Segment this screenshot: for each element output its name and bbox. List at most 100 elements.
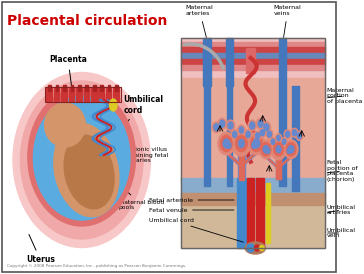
Ellipse shape: [284, 140, 298, 159]
Bar: [181, 38, 325, 78]
Ellipse shape: [271, 139, 286, 160]
Ellipse shape: [248, 120, 256, 131]
Ellipse shape: [236, 135, 247, 152]
Circle shape: [260, 246, 264, 250]
Text: Chorionic villus
containing fetal
capillaries: Chorionic villus containing fetal capill…: [107, 107, 168, 163]
Ellipse shape: [265, 147, 271, 155]
Ellipse shape: [233, 131, 237, 138]
Ellipse shape: [288, 145, 294, 153]
Bar: [113, 87, 119, 101]
Bar: [237, 178, 246, 248]
Text: Uterus: Uterus: [26, 235, 55, 264]
Ellipse shape: [13, 73, 150, 247]
Bar: [181, 47, 325, 53]
Ellipse shape: [277, 135, 280, 141]
Ellipse shape: [238, 125, 245, 135]
Ellipse shape: [268, 131, 272, 137]
Ellipse shape: [226, 120, 235, 131]
Circle shape: [48, 107, 82, 143]
Ellipse shape: [274, 142, 284, 156]
Ellipse shape: [228, 122, 233, 129]
Text: Maternal
arteries: Maternal arteries: [186, 5, 213, 37]
Ellipse shape: [245, 242, 265, 254]
Circle shape: [247, 244, 254, 252]
Text: Umbilical
arteries: Umbilical arteries: [327, 205, 356, 215]
Bar: [246, 48, 255, 73]
Ellipse shape: [246, 131, 250, 138]
Bar: [76, 87, 82, 101]
Ellipse shape: [256, 133, 260, 139]
Bar: [47, 87, 52, 101]
Ellipse shape: [212, 122, 221, 133]
Ellipse shape: [221, 135, 232, 152]
Bar: [181, 178, 325, 198]
Bar: [226, 86, 232, 186]
Ellipse shape: [259, 140, 273, 159]
Ellipse shape: [254, 131, 261, 140]
Ellipse shape: [276, 134, 282, 142]
Text: Placental circulation: Placental circulation: [7, 14, 168, 28]
Ellipse shape: [218, 132, 235, 155]
Bar: [276, 153, 281, 179]
Text: Maternal
portion
of placenta: Maternal portion of placenta: [327, 88, 362, 104]
Bar: [203, 38, 211, 86]
Ellipse shape: [256, 118, 265, 129]
Ellipse shape: [244, 130, 252, 139]
Bar: [93, 85, 96, 91]
Ellipse shape: [287, 148, 291, 153]
Bar: [63, 85, 66, 91]
Bar: [239, 148, 244, 179]
Bar: [78, 85, 81, 91]
Bar: [276, 153, 281, 179]
Ellipse shape: [258, 120, 263, 127]
Text: Umbilical
vein: Umbilical vein: [327, 228, 356, 238]
Bar: [256, 178, 264, 248]
Ellipse shape: [261, 142, 271, 156]
Ellipse shape: [218, 118, 226, 129]
Ellipse shape: [264, 124, 269, 131]
Ellipse shape: [64, 135, 114, 209]
Text: Umbilical cord: Umbilical cord: [149, 218, 244, 242]
Bar: [204, 86, 210, 186]
Bar: [247, 178, 254, 248]
Ellipse shape: [227, 142, 231, 149]
Ellipse shape: [281, 138, 287, 146]
Bar: [61, 87, 67, 101]
Ellipse shape: [263, 145, 269, 153]
Text: Fetal
portion of
placenta
(chorion): Fetal portion of placenta (chorion): [327, 160, 357, 182]
Ellipse shape: [239, 127, 244, 133]
Ellipse shape: [286, 147, 292, 155]
Ellipse shape: [33, 96, 130, 220]
Ellipse shape: [219, 120, 225, 127]
Ellipse shape: [225, 140, 233, 150]
Ellipse shape: [259, 128, 266, 137]
Text: Umbilical
cord: Umbilical cord: [116, 95, 163, 133]
Ellipse shape: [253, 139, 260, 148]
Ellipse shape: [252, 142, 256, 149]
Bar: [106, 87, 111, 101]
Text: Fetal venule: Fetal venule: [149, 207, 234, 213]
Ellipse shape: [260, 130, 265, 136]
Ellipse shape: [292, 130, 297, 136]
Bar: [91, 87, 96, 101]
Ellipse shape: [262, 122, 270, 133]
Bar: [48, 85, 51, 91]
Ellipse shape: [291, 128, 298, 137]
Bar: [108, 85, 111, 91]
Bar: [84, 87, 89, 101]
Bar: [181, 42, 325, 47]
Ellipse shape: [266, 130, 273, 139]
Bar: [69, 87, 74, 101]
Ellipse shape: [110, 99, 117, 111]
Bar: [181, 38, 325, 248]
Text: Maternal blood
pools: Maternal blood pools: [112, 177, 164, 210]
Bar: [292, 86, 299, 191]
Bar: [56, 85, 59, 91]
Ellipse shape: [223, 139, 230, 148]
Circle shape: [254, 245, 260, 251]
Ellipse shape: [232, 131, 250, 156]
Bar: [181, 200, 325, 248]
Bar: [265, 183, 270, 243]
Bar: [181, 59, 325, 65]
Ellipse shape: [250, 135, 262, 152]
